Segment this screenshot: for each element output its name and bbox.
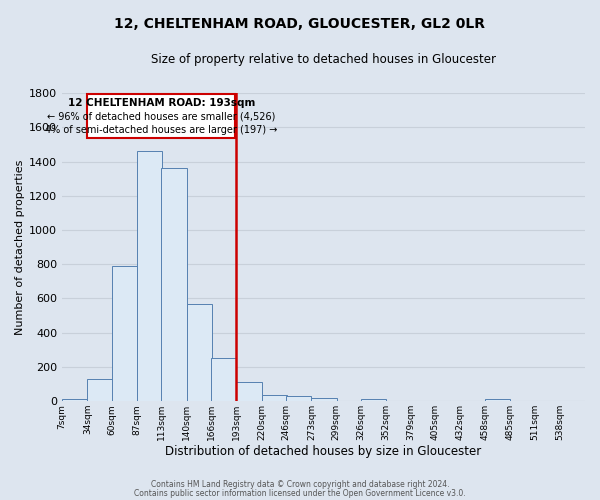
Bar [485, 398, 510, 401]
Text: 4% of semi-detached houses are larger (197) →: 4% of semi-detached houses are larger (1… [45, 124, 278, 134]
Bar [187, 304, 212, 401]
Bar [236, 382, 262, 401]
Bar [361, 398, 386, 401]
Bar [88, 94, 235, 138]
Bar [62, 398, 88, 401]
Bar [161, 168, 187, 401]
Bar [137, 152, 163, 401]
Text: Contains HM Land Registry data © Crown copyright and database right 2024.: Contains HM Land Registry data © Crown c… [151, 480, 449, 489]
Text: Contains public sector information licensed under the Open Government Licence v3: Contains public sector information licen… [134, 488, 466, 498]
Text: 12 CHELTENHAM ROAD: 193sqm: 12 CHELTENHAM ROAD: 193sqm [68, 98, 255, 108]
Title: Size of property relative to detached houses in Gloucester: Size of property relative to detached ho… [151, 52, 496, 66]
Bar [286, 396, 311, 401]
Text: ← 96% of detached houses are smaller (4,526): ← 96% of detached houses are smaller (4,… [47, 111, 275, 121]
Bar [88, 379, 113, 401]
Bar [211, 358, 236, 401]
X-axis label: Distribution of detached houses by size in Gloucester: Distribution of detached houses by size … [166, 444, 482, 458]
Y-axis label: Number of detached properties: Number of detached properties [15, 160, 25, 335]
Bar [262, 395, 287, 401]
Bar [112, 266, 137, 401]
Bar [311, 398, 337, 401]
Text: 12, CHELTENHAM ROAD, GLOUCESTER, GL2 0LR: 12, CHELTENHAM ROAD, GLOUCESTER, GL2 0LR [115, 18, 485, 32]
